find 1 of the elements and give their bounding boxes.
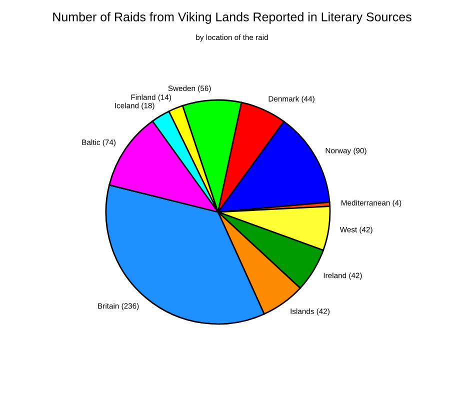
chart-title: Number of Raids from Viking Lands Reported in Literary Sources [53, 12, 412, 24]
